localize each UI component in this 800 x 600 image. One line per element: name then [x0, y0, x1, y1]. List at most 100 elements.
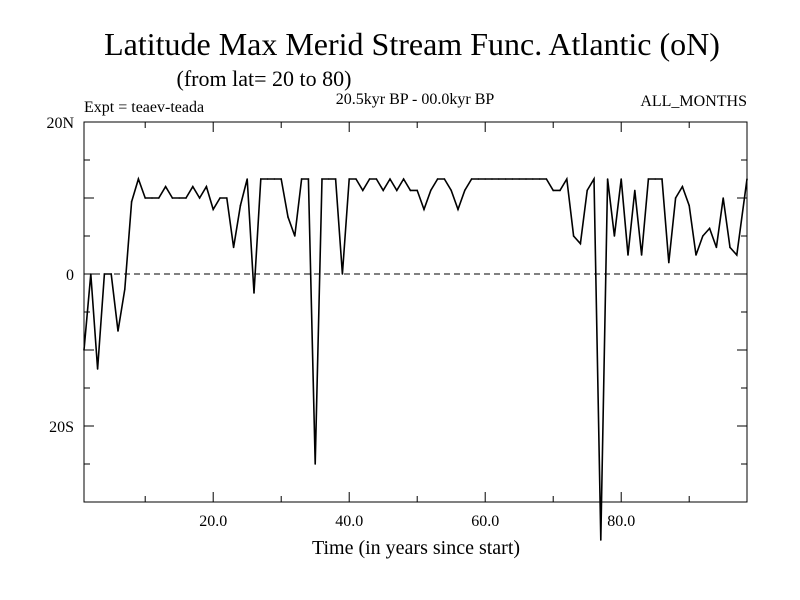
- x-tick-label: 60.0: [471, 513, 499, 530]
- x-tick-label: 80.0: [607, 513, 635, 530]
- data-point: [185, 197, 187, 199]
- data-point: [294, 235, 296, 237]
- data-point: [300, 178, 303, 180]
- data-point: [83, 349, 85, 351]
- data-point: [450, 189, 453, 192]
- data-point: [158, 197, 160, 199]
- data-point: [307, 178, 310, 180]
- data-point: [226, 197, 228, 199]
- data-point: [695, 254, 697, 256]
- data-point: [314, 463, 317, 465]
- data-point: [518, 178, 520, 180]
- data-point: [654, 178, 656, 180]
- data-point: [96, 368, 99, 370]
- data-point: [606, 178, 609, 180]
- months-label: ALL_MONTHS: [640, 93, 747, 110]
- data-point: [477, 178, 480, 180]
- data-point: [362, 189, 364, 192]
- data-point: [600, 539, 602, 541]
- data-point: [729, 246, 731, 249]
- data-point: [674, 197, 677, 199]
- data-point: [525, 178, 527, 180]
- experiment-label: Expt = teaev-teada: [84, 99, 204, 116]
- data-point: [144, 197, 146, 199]
- y-tick-label: 20N: [46, 115, 74, 132]
- chart-title: Latitude Max Merid Stream Func. Atlantic…: [104, 26, 720, 62]
- data-point: [117, 330, 119, 332]
- data-point: [328, 178, 330, 180]
- data-point: [613, 235, 616, 237]
- data-point: [396, 189, 398, 192]
- data-point: [164, 185, 167, 188]
- data-point: [457, 208, 459, 211]
- data-point: [341, 273, 344, 275]
- data-point: [559, 189, 561, 192]
- data-point: [681, 185, 684, 188]
- data-point: [464, 189, 466, 192]
- data-point: [423, 208, 425, 211]
- data-point: [498, 178, 500, 180]
- data-point: [627, 254, 629, 256]
- chart-subtitle: (from lat= 20 to 80): [177, 66, 352, 91]
- data-point: [355, 178, 357, 180]
- x-axis-label: Time (in years since start): [312, 537, 520, 559]
- data-point: [382, 189, 385, 192]
- data-point: [702, 235, 704, 237]
- data-point: [430, 189, 432, 192]
- data-point: [566, 178, 568, 180]
- data-point: [232, 246, 235, 249]
- axis-ticks: [84, 122, 747, 502]
- data-point: [287, 216, 289, 218]
- data-point: [511, 178, 514, 180]
- data-point: [246, 178, 248, 180]
- data-point: [532, 178, 534, 180]
- data-point: [402, 178, 405, 180]
- data-point: [416, 189, 419, 192]
- data-point: [647, 178, 650, 180]
- data-point: [266, 178, 269, 180]
- data-point: [389, 178, 391, 180]
- data-point: [280, 178, 283, 180]
- data-point: [736, 254, 738, 256]
- data-point: [688, 204, 690, 207]
- data-point: [470, 178, 473, 180]
- data-point: [409, 189, 412, 192]
- data-point: [634, 189, 636, 192]
- data-point: [198, 197, 201, 199]
- data-point: [219, 197, 221, 199]
- data-point: [212, 208, 214, 211]
- data-point: [260, 178, 262, 180]
- data-point: [192, 185, 194, 188]
- data-point: [538, 178, 541, 180]
- data-point: [110, 273, 112, 275]
- data-point: [593, 178, 595, 180]
- data-point: [620, 178, 622, 180]
- data-point: [640, 254, 643, 256]
- period-label: 20.5kyr BP - 00.0kyr BP: [336, 91, 495, 108]
- series-points: [83, 178, 748, 541]
- data-point: [586, 189, 588, 192]
- data-point: [90, 273, 92, 275]
- data-point: [348, 178, 351, 180]
- axis-tick-labels: 20.0 40.0 60.0 80.0 20N 0 20S: [46, 115, 635, 530]
- plot-frame: [83, 121, 748, 503]
- data-point: [178, 197, 180, 199]
- data-point: [130, 201, 133, 203]
- data-point: [545, 178, 548, 180]
- data-point: [715, 246, 718, 249]
- data-point: [124, 288, 126, 291]
- data-point: [661, 178, 663, 180]
- data-point: [239, 204, 242, 207]
- data-point: [491, 178, 493, 180]
- data-point: [151, 197, 153, 199]
- data-point: [504, 178, 507, 180]
- data-point: [443, 178, 446, 180]
- data-point: [708, 227, 711, 230]
- data-point: [368, 178, 371, 180]
- data-point: [668, 261, 670, 264]
- x-tick-label: 20.0: [199, 513, 227, 530]
- data-point: [253, 292, 255, 294]
- data-point: [746, 178, 748, 180]
- data-point: [484, 178, 487, 180]
